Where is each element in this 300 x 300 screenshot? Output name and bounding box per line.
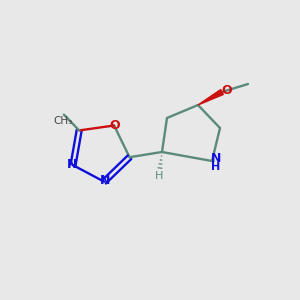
Text: N: N <box>67 158 77 171</box>
Polygon shape <box>198 89 223 105</box>
Text: N: N <box>100 174 110 187</box>
Text: CH₃: CH₃ <box>53 116 73 126</box>
Text: H: H <box>155 171 163 181</box>
Text: O: O <box>222 85 232 98</box>
Text: H: H <box>212 162 220 172</box>
Text: O: O <box>110 119 120 132</box>
Text: N: N <box>211 152 221 164</box>
